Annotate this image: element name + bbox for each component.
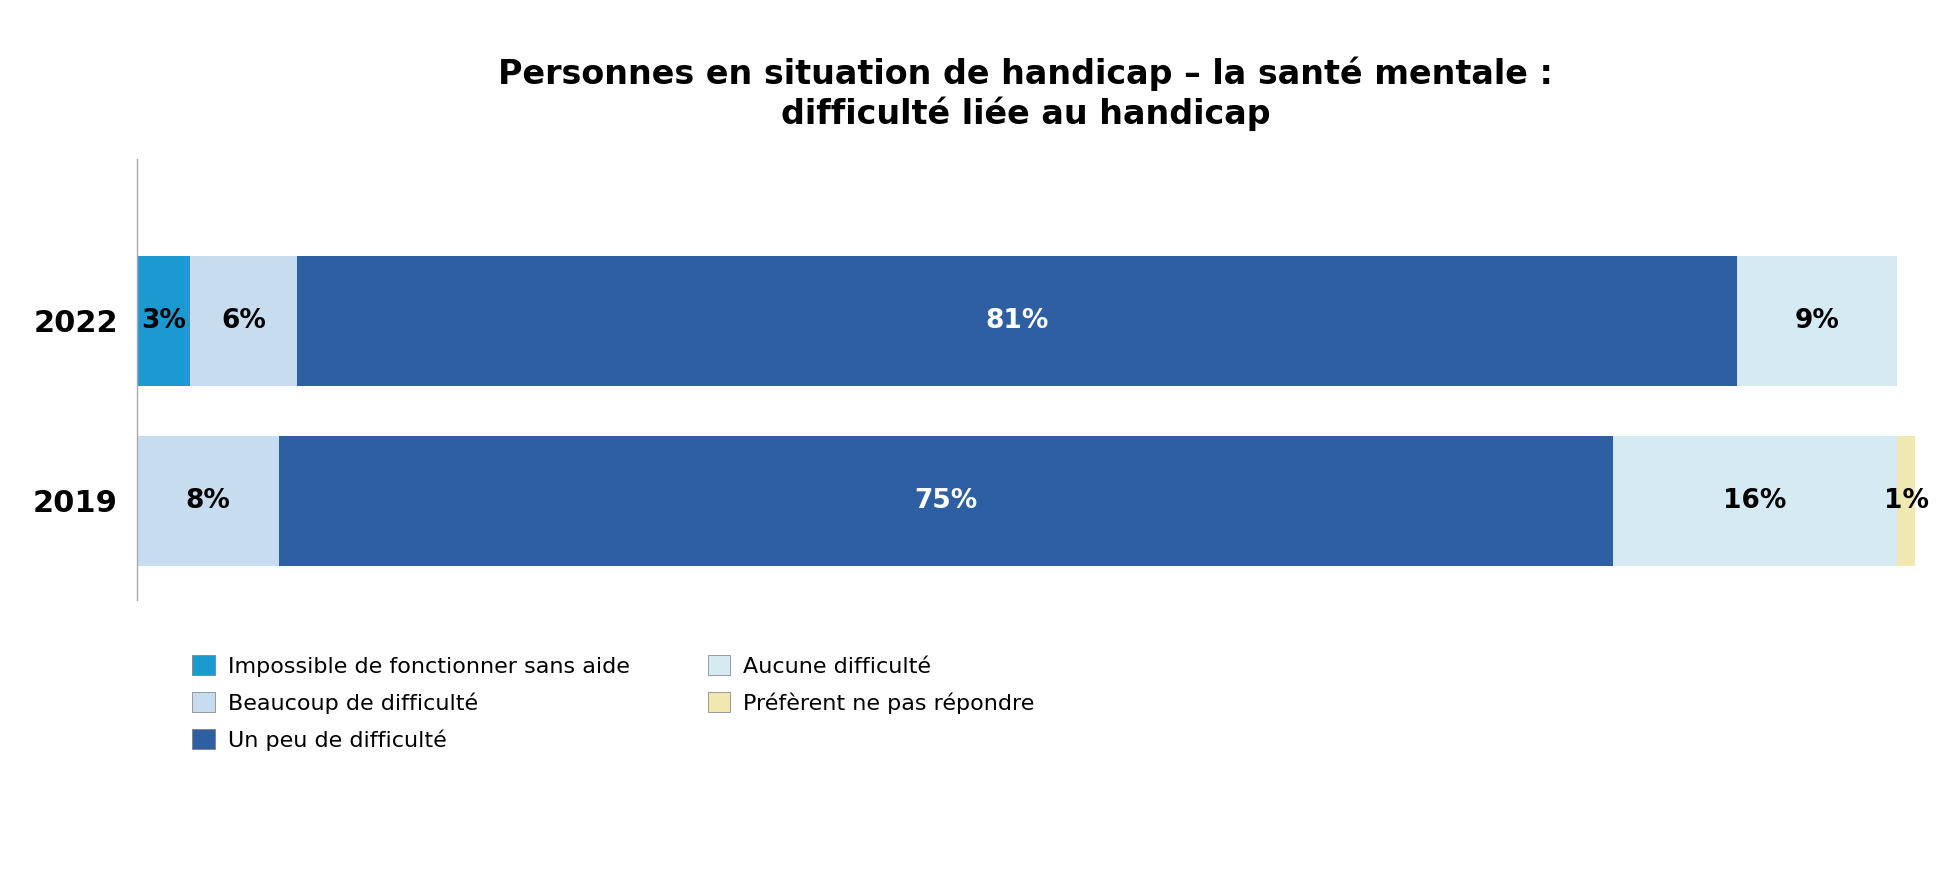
- Text: 16%: 16%: [1723, 488, 1786, 513]
- Bar: [190, 256, 297, 385]
- Bar: [279, 436, 1612, 565]
- Text: 8%: 8%: [186, 488, 231, 513]
- Bar: [297, 256, 1737, 385]
- Text: 3%: 3%: [141, 308, 186, 333]
- Text: 1%: 1%: [1884, 488, 1929, 513]
- Bar: [137, 256, 190, 385]
- Text: 75%: 75%: [914, 488, 977, 513]
- Bar: [1737, 256, 1897, 385]
- Bar: [1612, 436, 1897, 565]
- Bar: [137, 436, 279, 565]
- Legend: Impossible de fonctionner sans aide, Beaucoup de difficulté, Un peu de difficult: Impossible de fonctionner sans aide, Bea…: [184, 647, 1043, 759]
- Title: Personnes en situation de handicap – la santé mentale :
difficulté liée au handi: Personnes en situation de handicap – la …: [498, 56, 1553, 131]
- Bar: [1897, 436, 1915, 565]
- Text: 81%: 81%: [985, 308, 1049, 333]
- Text: 6%: 6%: [221, 308, 266, 333]
- Text: 9%: 9%: [1794, 308, 1839, 333]
